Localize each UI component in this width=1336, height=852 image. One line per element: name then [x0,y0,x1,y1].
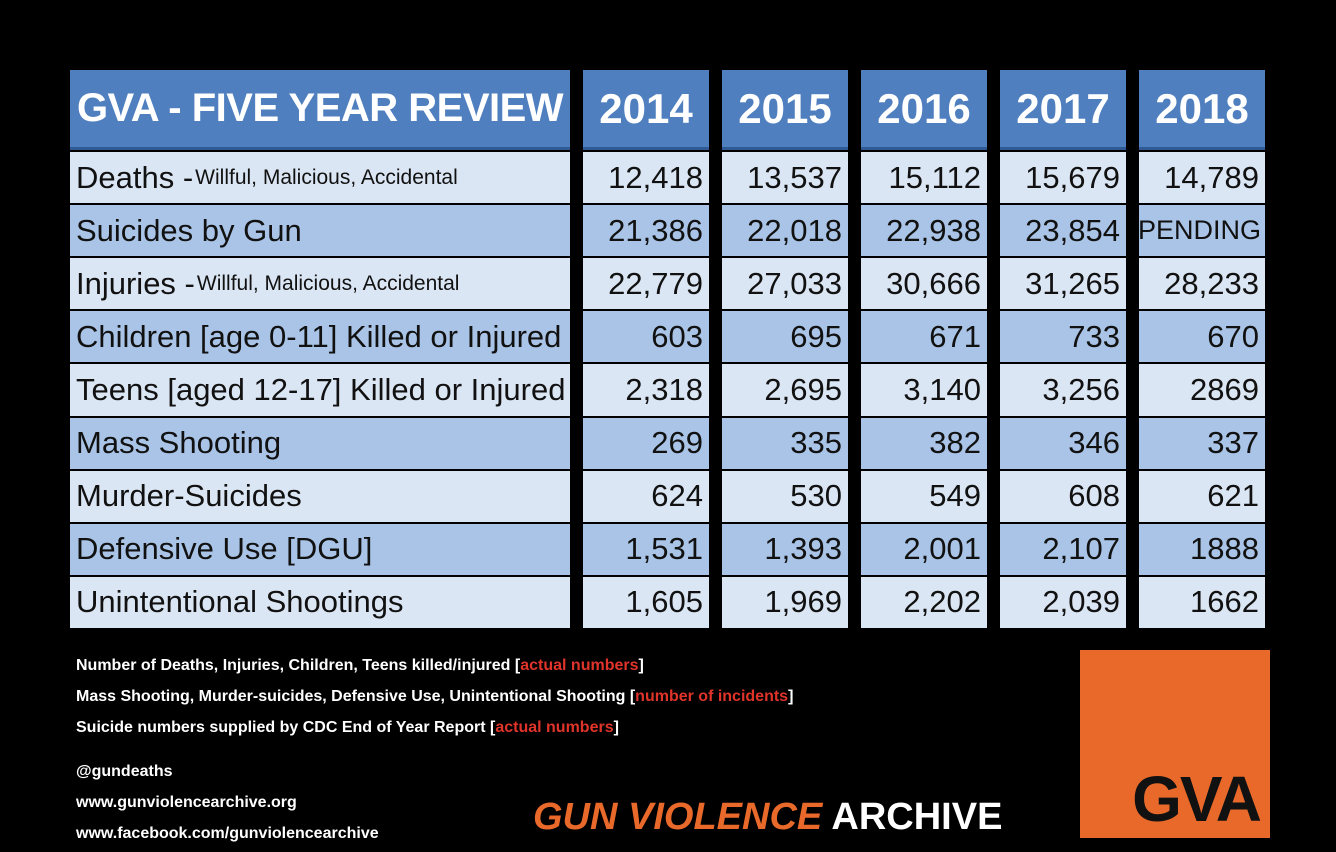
footnote-text: Number of Deaths, Injuries, Children, Te… [76,657,521,674]
table-cell: 3,140 [861,364,987,416]
table-cell: 2,001 [861,523,987,575]
table-cell: 30,666 [861,258,987,310]
table-cell: 549 [861,470,987,522]
row-label-subtext: Willful, Malicious, Accidental [195,165,458,189]
gva-logo-text: GVA [1132,763,1262,835]
table-cell: 22,779 [583,258,709,310]
brand-wordmark-part1: GUN VIOLENCE [533,796,823,838]
table-cell: 14,789 [1139,152,1265,204]
table-cell: 670 [1139,311,1265,363]
footnote-text: Mass Shooting, Murder-suicides, Defensiv… [76,688,636,705]
row-label: Murder-Suicides [70,470,570,522]
table-cell: 671 [861,311,987,363]
table-cell: 22,018 [722,205,848,257]
footnote-bracket: ] [788,688,794,705]
table-cell: 2869 [1139,364,1265,416]
gva-logo: GVA [1080,650,1270,838]
row-label: Defensive Use [DGU] [70,523,570,575]
row-label-subtext: Willful, Malicious, Accidental [196,271,460,295]
year-header-2016: 2016 [861,70,987,150]
table-cell: 13,537 [722,152,848,204]
table-cell: 28,233 [1139,258,1265,310]
row-label-text: Murder-Suicides [76,478,302,514]
row-label-text: Deaths - [76,159,194,195]
year-header-2015: 2015 [722,70,848,150]
footnote-bracket: ] [613,719,619,736]
table-cell: 15,679 [1000,152,1126,204]
table-cell: 15,112 [861,152,987,204]
table-cell: 22,938 [861,205,987,257]
table-cell: 621 [1139,470,1265,522]
social-links: @gundeaths www.gunviolencearchive.org ww… [76,756,379,849]
facebook-link[interactable]: www.facebook.com/gunviolencearchive [76,825,379,842]
row-label: Suicides by Gun [70,205,570,257]
table-cell: 269 [583,417,709,469]
table-cell: 337 [1139,417,1265,469]
footnote-unit: number of incidents [635,688,789,705]
table-cell: 346 [1000,417,1126,469]
table-cell: 530 [722,470,848,522]
table-cell: 624 [583,470,709,522]
row-label-text: Mass Shooting [76,425,282,461]
table-cell: 1,531 [583,523,709,575]
table-cell: 1888 [1139,523,1265,575]
table-cell: 733 [1000,311,1126,363]
row-label: Mass Shooting [70,417,570,469]
table-cell: 12,418 [583,152,709,204]
row-label: Injuries - Willful, Malicious, Accidenta… [70,258,570,310]
table-cell: 2,318 [583,364,709,416]
table-cell: PENDING [1139,205,1265,257]
table-cell: 27,033 [722,258,848,310]
table-cell: 2,695 [722,364,848,416]
review-table: GVA - FIVE YEAR REVIEW 2014 2015 2016 2017 20… [70,70,1268,628]
table-cell: 382 [861,417,987,469]
row-label: Unintentional Shootings [70,576,570,628]
table-cell: 2,107 [1000,523,1126,575]
footnotes: Number of Deaths, Injuries, Children, Te… [76,650,793,743]
year-header-2014: 2014 [583,70,709,150]
table-cell: 1662 [1139,576,1265,628]
footnote-line: Number of Deaths, Injuries, Children, Te… [76,650,793,681]
footnote-line: Suicide numbers supplied by CDC End of Y… [76,712,793,743]
table-cell: 2,039 [1000,576,1126,628]
row-label: Deaths - Willful, Malicious, Accidental [70,152,570,204]
table-cell: 335 [722,417,848,469]
table-cell: 21,386 [583,205,709,257]
brand-wordmark: GUN VIOLENCE ARCHIVE [533,796,1002,839]
footnote-line: Mass Shooting, Murder-suicides, Defensiv… [76,681,793,712]
row-label-text: Teens [aged 12-17] Killed or Injured [76,371,566,407]
brand-wordmark-part2: ARCHIVE [831,796,1003,838]
footnote-unit: actual numbers [495,719,614,736]
row-label: Teens [aged 12-17] Killed or Injured [70,364,570,416]
table-cell: 23,854 [1000,205,1126,257]
table-cell: 2,202 [861,576,987,628]
footnote-unit: actual numbers [520,657,639,674]
row-label-text: Defensive Use [DGU] [76,531,373,567]
table-cell: 31,265 [1000,258,1126,310]
row-label: Children [age 0-11] Killed or Injured [70,311,570,363]
footnote-bracket: ] [638,657,644,674]
row-label-text: Injuries - [76,265,195,301]
table-cell: 3,256 [1000,364,1126,416]
table-cell: 603 [583,311,709,363]
table-cell: 695 [722,311,848,363]
website-link[interactable]: www.gunviolencearchive.org [76,794,297,811]
table-cell: 1,605 [583,576,709,628]
year-header-2018: 2018 [1139,70,1265,150]
footnote-text: Suicide numbers supplied by CDC End of Y… [76,719,496,736]
row-label-text: Children [age 0-11] Killed or Injured [76,318,562,354]
row-label-text: Unintentional Shootings [76,584,404,620]
twitter-handle[interactable]: @gundeaths [76,763,173,780]
table-title: GVA - FIVE YEAR REVIEW [70,70,570,150]
year-header-2017: 2017 [1000,70,1126,150]
table-cell: 1,969 [722,576,848,628]
table-cell: 608 [1000,470,1126,522]
row-label-text: Suicides by Gun [76,212,302,248]
table-cell: 1,393 [722,523,848,575]
